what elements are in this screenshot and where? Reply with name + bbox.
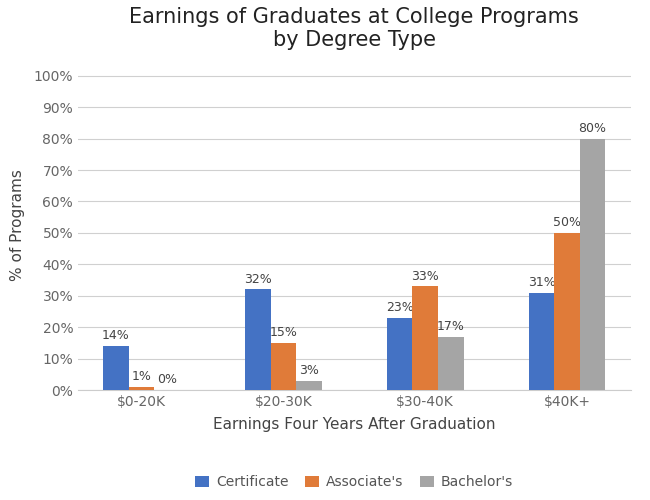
Text: 14%: 14% (102, 329, 130, 342)
Y-axis label: % of Programs: % of Programs (10, 169, 25, 281)
Bar (438, 336, 463, 390)
Text: 33%: 33% (411, 270, 439, 282)
Text: 31%: 31% (528, 276, 555, 289)
Bar (387, 318, 412, 390)
Text: 32%: 32% (244, 272, 272, 285)
Text: 50%: 50% (553, 216, 581, 229)
Bar (245, 290, 270, 390)
Bar (129, 387, 154, 390)
Text: 0%: 0% (157, 373, 177, 386)
Bar (412, 286, 438, 390)
Text: 15%: 15% (269, 326, 297, 339)
Bar (528, 292, 554, 390)
Legend: Certificate, Associate's, Bachelor's: Certificate, Associate's, Bachelor's (190, 470, 519, 494)
Bar (103, 346, 129, 390)
Text: 23%: 23% (386, 301, 413, 314)
Text: 80%: 80% (578, 122, 606, 135)
Bar (296, 380, 322, 390)
Title: Earnings of Graduates at College Programs
by Degree Type: Earnings of Graduates at College Program… (129, 7, 579, 50)
Bar (580, 138, 605, 390)
X-axis label: Earnings Four Years After Graduation: Earnings Four Years After Graduation (213, 417, 495, 432)
Text: 3%: 3% (299, 364, 318, 377)
Text: 17%: 17% (437, 320, 465, 333)
Bar (270, 343, 296, 390)
Text: 1%: 1% (131, 370, 151, 383)
Bar (554, 233, 580, 390)
